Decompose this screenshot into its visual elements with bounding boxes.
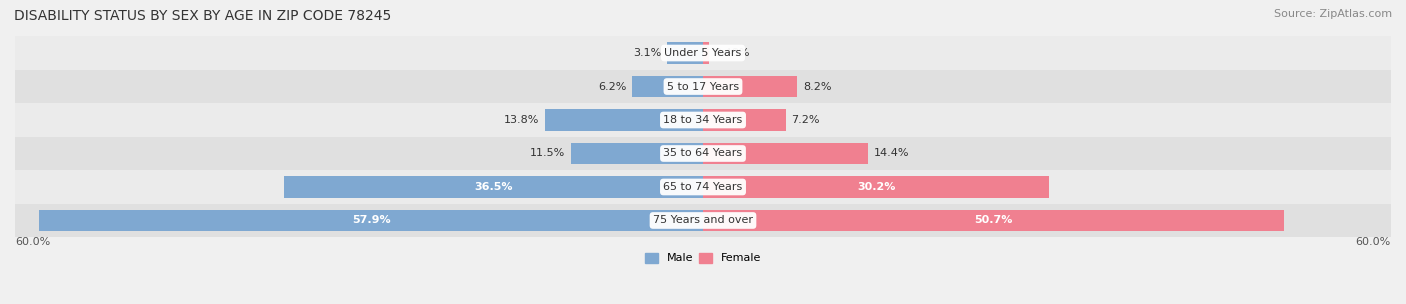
Bar bbox=[703, 109, 786, 131]
Text: 75 Years and over: 75 Years and over bbox=[652, 216, 754, 226]
Bar bbox=[15, 70, 1391, 103]
Text: 14.4%: 14.4% bbox=[875, 148, 910, 158]
Bar bbox=[631, 76, 703, 97]
Text: 36.5%: 36.5% bbox=[474, 182, 513, 192]
Bar bbox=[15, 170, 1391, 204]
Text: 13.8%: 13.8% bbox=[503, 115, 538, 125]
Text: 3.1%: 3.1% bbox=[634, 48, 662, 58]
Text: 30.2%: 30.2% bbox=[858, 182, 896, 192]
Bar bbox=[668, 42, 703, 64]
Text: 18 to 34 Years: 18 to 34 Years bbox=[664, 115, 742, 125]
Text: 50.7%: 50.7% bbox=[974, 216, 1012, 226]
Text: 8.2%: 8.2% bbox=[803, 81, 831, 92]
Bar bbox=[703, 209, 1284, 231]
Bar bbox=[15, 204, 1391, 237]
Bar bbox=[15, 137, 1391, 170]
Bar bbox=[571, 143, 703, 164]
Legend: Male, Female: Male, Female bbox=[640, 248, 766, 268]
Bar bbox=[15, 103, 1391, 137]
Text: 60.0%: 60.0% bbox=[1355, 237, 1391, 247]
Bar bbox=[703, 42, 709, 64]
Text: Source: ZipAtlas.com: Source: ZipAtlas.com bbox=[1274, 9, 1392, 19]
Bar bbox=[284, 176, 703, 198]
Bar bbox=[703, 76, 797, 97]
Text: 6.2%: 6.2% bbox=[598, 81, 626, 92]
Text: 11.5%: 11.5% bbox=[530, 148, 565, 158]
Text: Under 5 Years: Under 5 Years bbox=[665, 48, 741, 58]
Text: 60.0%: 60.0% bbox=[15, 237, 51, 247]
Text: 65 to 74 Years: 65 to 74 Years bbox=[664, 182, 742, 192]
Bar bbox=[39, 209, 703, 231]
Text: 0.48%: 0.48% bbox=[714, 48, 749, 58]
Bar bbox=[703, 176, 1049, 198]
Text: 7.2%: 7.2% bbox=[792, 115, 820, 125]
Text: 5 to 17 Years: 5 to 17 Years bbox=[666, 81, 740, 92]
Text: 35 to 64 Years: 35 to 64 Years bbox=[664, 148, 742, 158]
Bar bbox=[703, 143, 868, 164]
Text: DISABILITY STATUS BY SEX BY AGE IN ZIP CODE 78245: DISABILITY STATUS BY SEX BY AGE IN ZIP C… bbox=[14, 9, 391, 23]
Text: 57.9%: 57.9% bbox=[352, 216, 391, 226]
Bar bbox=[15, 36, 1391, 70]
Bar bbox=[544, 109, 703, 131]
